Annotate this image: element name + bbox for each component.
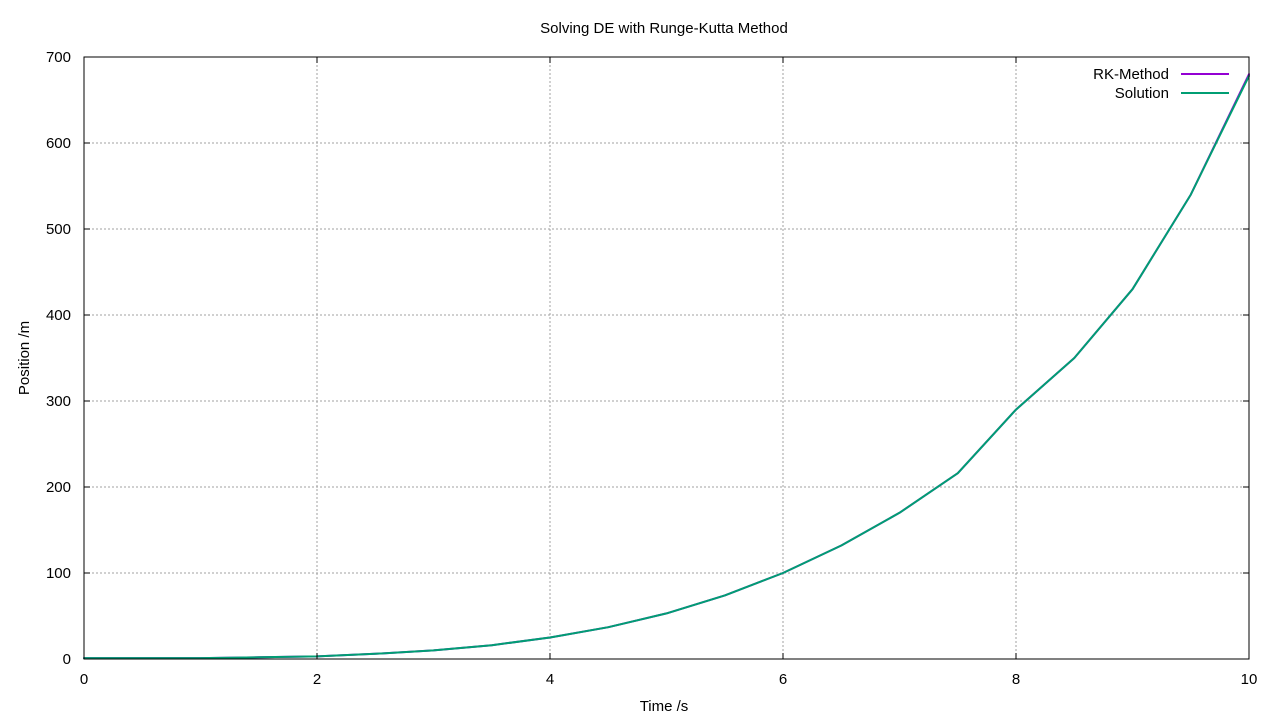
series-line-solution — [83, 74, 1250, 660]
y-tick-label: 400 — [46, 307, 71, 324]
chart-title: Solving DE with Runge-Kutta Method — [540, 20, 788, 37]
y-axis-label: Position /m — [16, 321, 33, 395]
x-tick-label: 0 — [80, 671, 88, 688]
y-tick-label: 100 — [46, 565, 71, 582]
y-tick-label: 200 — [46, 479, 71, 496]
x-axis-label: Time /s — [640, 698, 689, 715]
x-tick-label: 4 — [546, 671, 554, 688]
grid — [84, 57, 1249, 659]
plot-frame — [83, 56, 1250, 660]
legend: RK-Method Solution — [1093, 66, 1229, 102]
y-tick-label: 600 — [46, 135, 71, 152]
x-tick-label: 6 — [779, 671, 787, 688]
y-tick-label: 0 — [63, 651, 71, 668]
y-tick-label: 300 — [46, 393, 71, 410]
y-tick-label: 700 — [46, 49, 71, 66]
x-tick-label: 10 — [1241, 671, 1258, 688]
series-lines — [83, 73, 1250, 660]
x-tick-label: 2 — [313, 671, 321, 688]
legend-label: Solution — [1115, 85, 1169, 102]
series-line-rk-method — [83, 73, 1250, 660]
x-tick-label: 8 — [1012, 671, 1020, 688]
legend-label: RK-Method — [1093, 66, 1169, 83]
y-tick-label: 500 — [46, 221, 71, 238]
